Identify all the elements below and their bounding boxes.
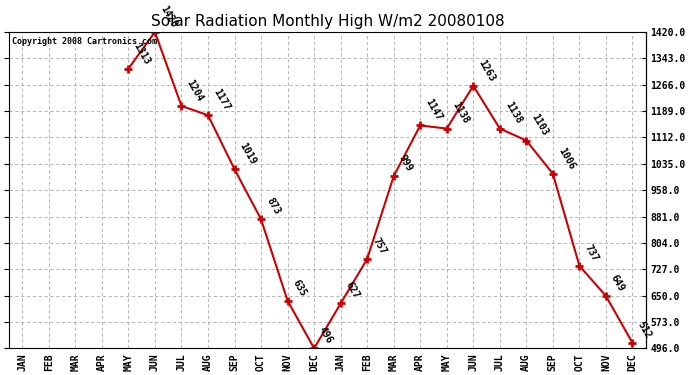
Text: 635: 635 [290,278,308,298]
Text: 627: 627 [344,280,362,301]
Text: 1006: 1006 [556,146,576,171]
Text: 737: 737 [582,243,600,263]
Text: 873: 873 [264,196,282,216]
Text: 1313: 1313 [132,40,152,66]
Text: 1138: 1138 [450,100,471,126]
Text: 512: 512 [635,320,653,340]
Text: 757: 757 [371,236,388,256]
Text: 1147: 1147 [424,98,444,123]
Text: 1420: 1420 [158,4,179,29]
Text: 1204: 1204 [185,78,205,103]
Title: Solar Radiation Monthly High W/m2 20080108: Solar Radiation Monthly High W/m2 200801… [150,15,504,30]
Text: 1019: 1019 [238,141,258,166]
Text: Copyright 2008 Cartronics.com: Copyright 2008 Cartronics.com [12,37,157,46]
Text: 999: 999 [397,153,415,173]
Text: 1138: 1138 [503,100,524,126]
Text: 1103: 1103 [529,112,550,138]
Text: 649: 649 [609,273,627,293]
Text: 496: 496 [317,326,335,346]
Text: 1263: 1263 [477,58,497,83]
Text: 1177: 1177 [211,87,232,112]
